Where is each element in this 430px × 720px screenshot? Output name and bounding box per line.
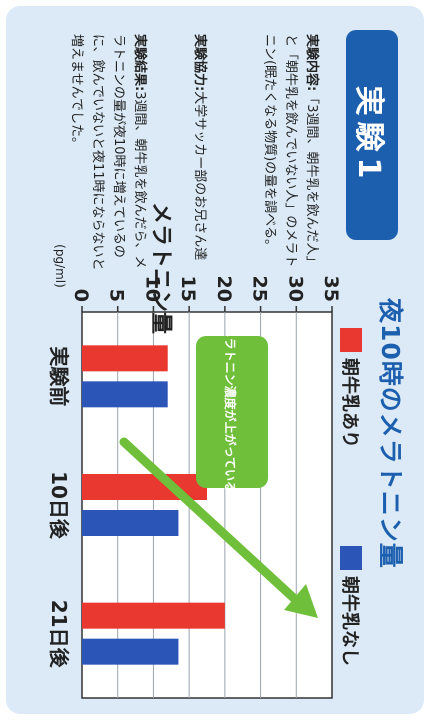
y-tick-label: 30 — [284, 276, 306, 302]
bar — [82, 602, 225, 629]
y-tick-label: 0 — [70, 289, 92, 302]
x-tick-label: 21日後 — [47, 600, 71, 669]
bar-chart: 0 5 10 15 20 25 30 35 メラトニン量 (pg/ml) 実験前 10日後 21日後 メラ… — [47, 202, 342, 699]
trend-arrow — [119, 437, 303, 607]
annotation-box — [196, 336, 268, 488]
y-axis-unit: (pg/ml) — [53, 244, 67, 288]
y-axis-label: メラトニン量 — [148, 202, 173, 334]
x-tick-label: 実験前 — [47, 346, 71, 406]
y-tick-label: 15 — [177, 276, 199, 302]
trend-arrow-head — [284, 584, 318, 618]
bar — [82, 381, 168, 408]
y-tick-label: 25 — [249, 276, 271, 302]
plot-area — [81, 311, 333, 699]
bar — [82, 510, 179, 536]
annotation-text: メラトニン濃度が上がっている! — [223, 326, 238, 499]
y-tick-label: 35 — [320, 276, 342, 302]
bar — [82, 638, 179, 665]
y-tick-label: 5 — [106, 289, 128, 302]
bar — [82, 345, 168, 372]
y-tick-label: 20 — [213, 276, 235, 302]
y-tick-label: 10 — [141, 276, 163, 302]
rotated-content: 実験1 実験内容:「3週間、朝牛乳を飲んだ人」と「朝牛乳を飲んでいない人」のメラ… — [6, 6, 424, 714]
x-tick-label: 10日後 — [47, 471, 71, 540]
card: 実験1 実験内容:「3週間、朝牛乳を飲んだ人」と「朝牛乳を飲んでいない人」のメラ… — [6, 6, 424, 714]
